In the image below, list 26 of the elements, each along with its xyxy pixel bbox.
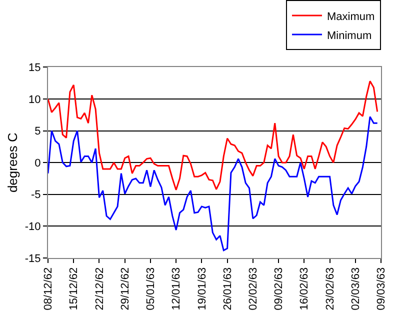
x-tick-label: 09/02/63 [273,267,286,310]
x-tick-label: 23/02/63 [324,267,336,310]
line-series [48,80,378,191]
x-tick-label: 29/12/62 [119,267,132,310]
x-tick-label: 15/12/62 [68,267,80,310]
x-tick-label: 08/12/62 [42,267,55,310]
x-tick-label: 12/01/63 [170,267,183,310]
x-tick-label: 02/03/63 [350,267,362,310]
y-axis-title: degrees C [4,132,20,193]
x-tick-label: 26/01/63 [222,267,234,310]
x-tick-label: 19/01/63 [196,267,208,310]
y-tick-label: -5 [31,189,41,202]
x-tick-label: 02/02/63 [247,267,260,310]
legend-label: Maximum [327,10,375,23]
y-tick-label: 10 [28,94,41,106]
y-tick-label: -15 [24,252,41,265]
x-tick-label: 22/12/62 [94,267,106,310]
legend-label: Minimum [327,30,372,42]
x-tick-label: 09/03/63 [376,267,388,310]
y-tick-label: 0 [34,157,41,170]
line-series [48,116,378,252]
x-tick-label: 16/02/63 [298,267,311,310]
y-tick-label: 5 [34,126,41,138]
y-tick-label: -10 [24,221,41,234]
y-tick-label: 15 [28,62,41,74]
x-tick-label: 05/01/63 [145,267,158,310]
